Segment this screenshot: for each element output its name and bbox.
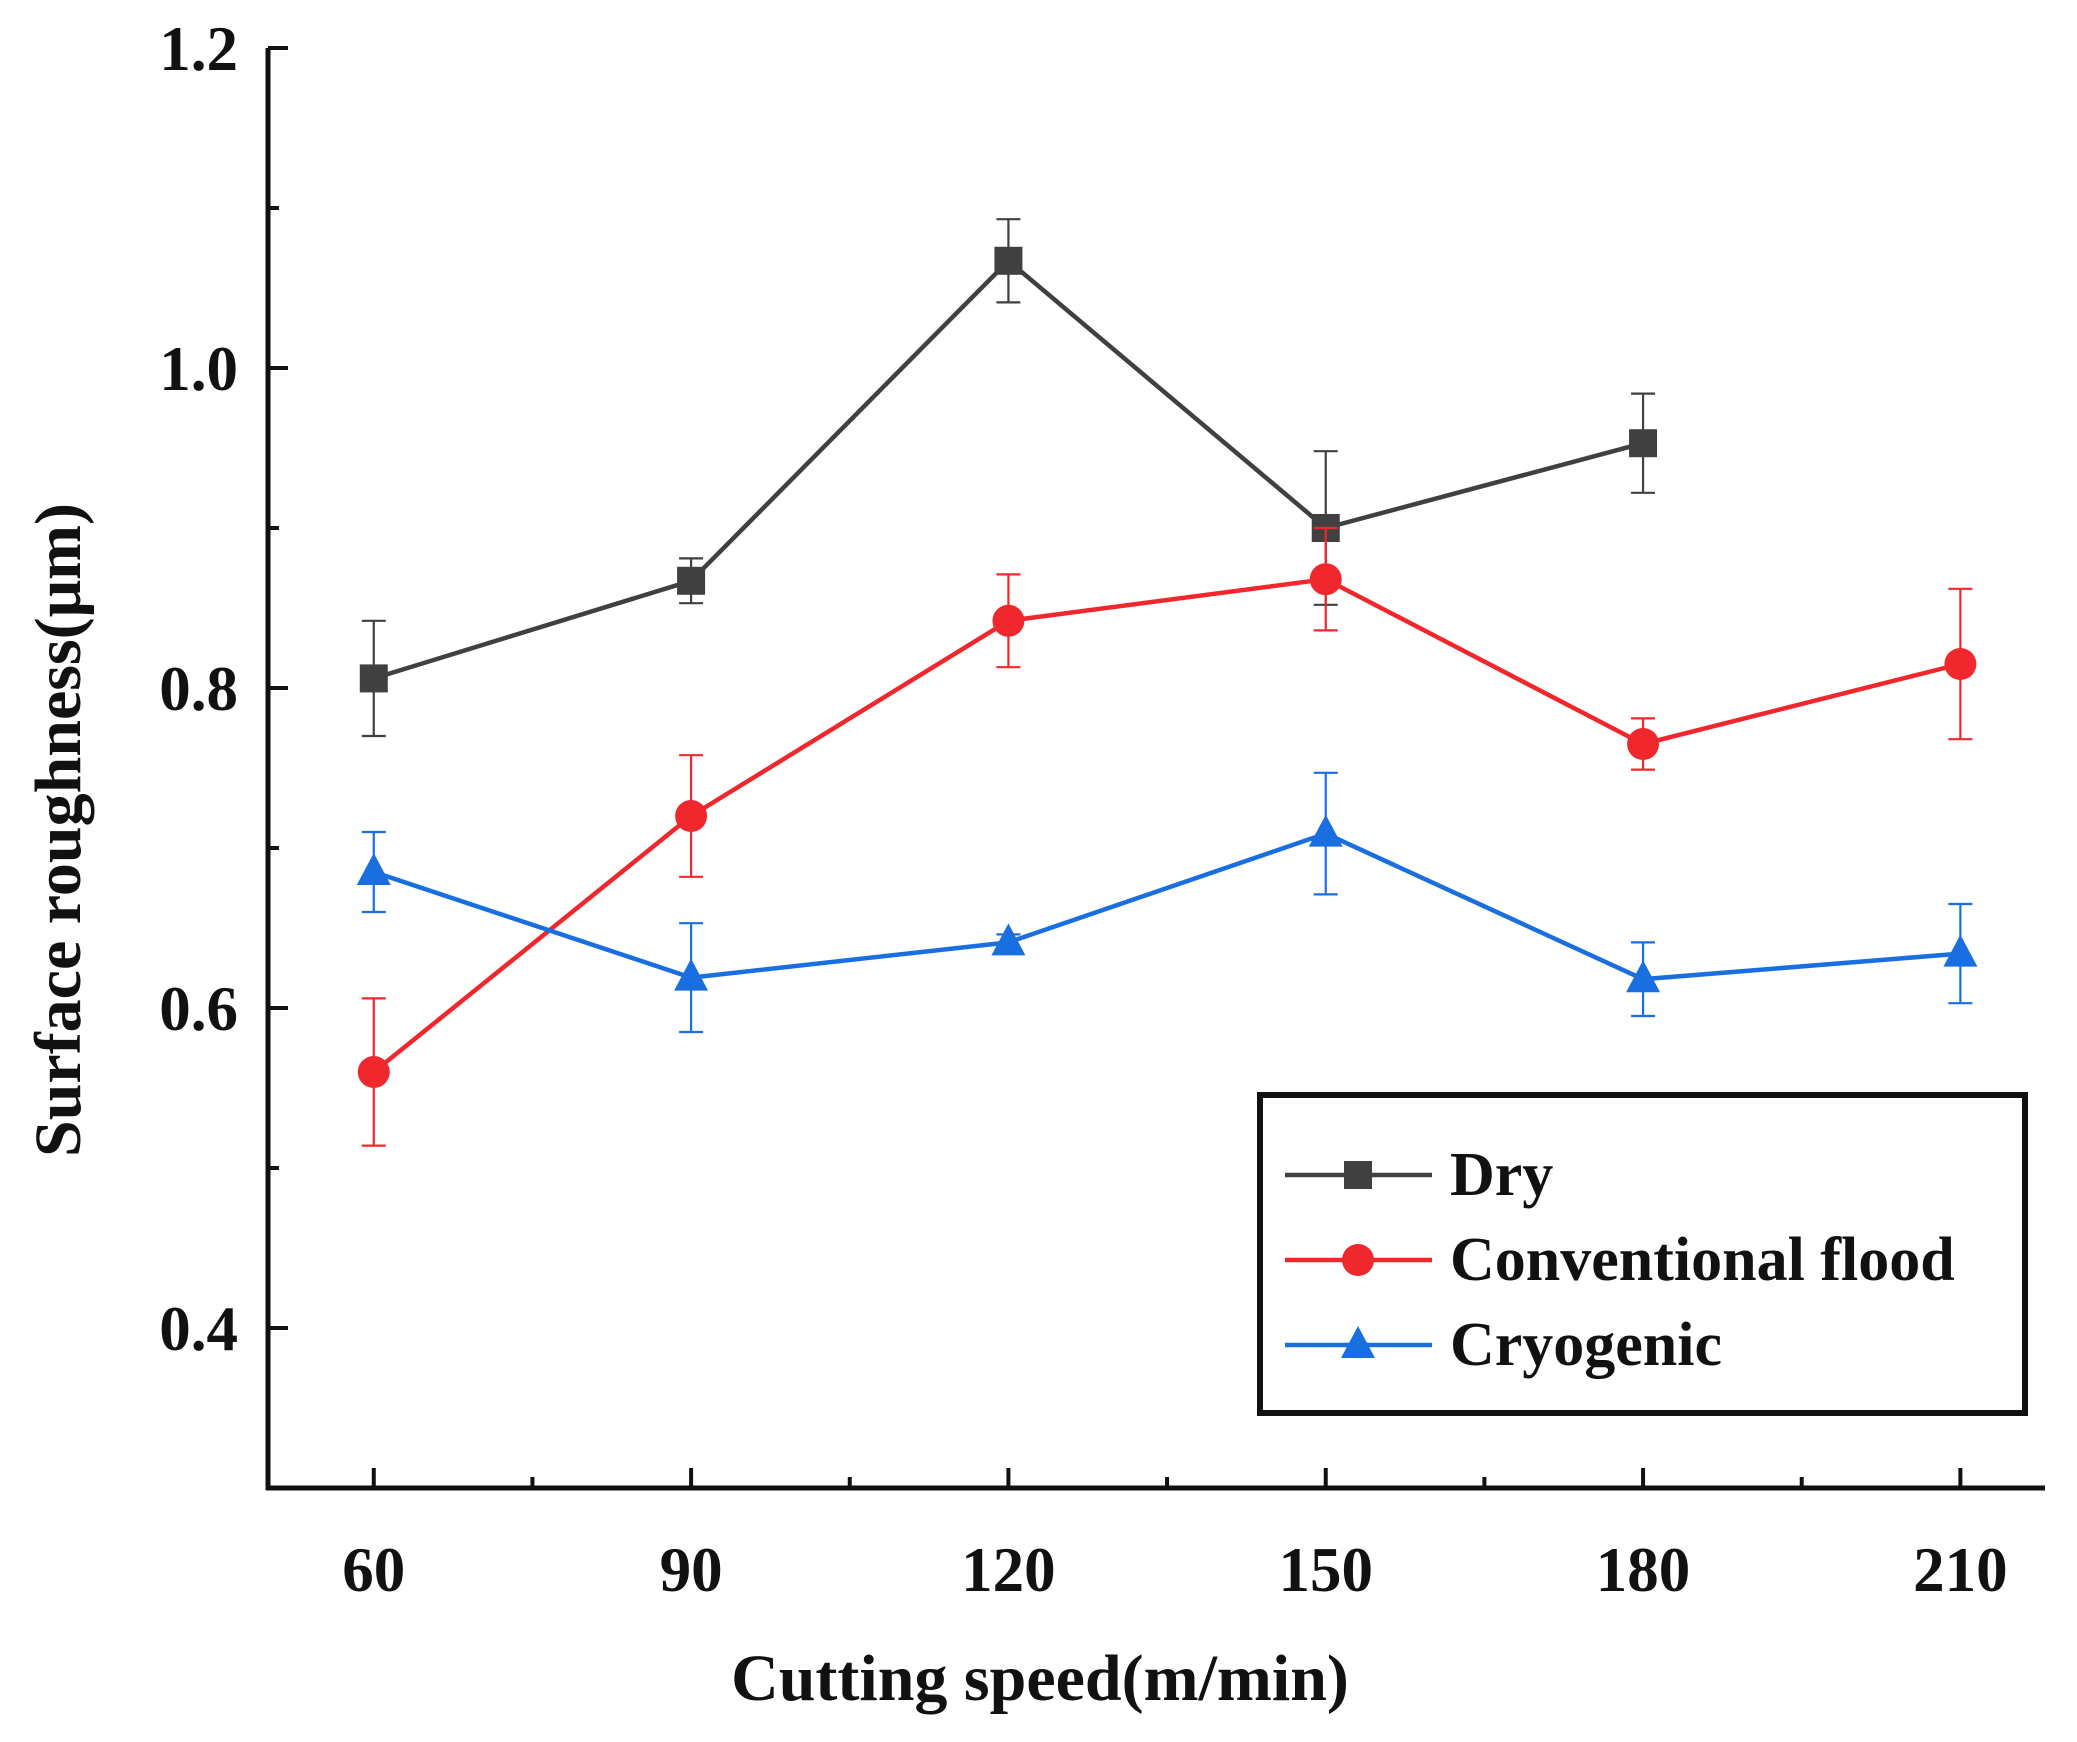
data-point-conventional-flood-180 [1627,728,1660,760]
legend-label-conventional-flood: Conventional flood [1450,1226,1955,1294]
plot-layer [356,218,1978,1147]
data-point-conventional-flood-60 [357,1056,390,1088]
data-point-dry-90 [677,566,706,595]
data-point-conventional-flood-210 [1944,648,1977,680]
data-point-dry-180 [1629,429,1658,458]
legend-marker-dry [1344,1161,1372,1189]
data-point-dry-120 [994,246,1023,275]
series-conventional-flood [357,526,1977,1147]
legend-item-conventional-flood: Conventional flood [1285,1226,1955,1294]
legend-marker-conventional-flood [1342,1244,1374,1276]
data-point-cryogenic-90 [674,958,709,991]
x-tick-label: 150 [1278,1535,1373,1605]
legend-marker-cryogenic [1341,1326,1375,1358]
data-point-cryogenic-120 [991,923,1026,956]
data-point-cryogenic-210 [1943,934,1978,967]
y-tick-label: 0.8 [159,654,238,724]
legend: Dry Conventional flood Cryogenic [1257,1092,2028,1416]
x-tick-label: 180 [1596,1535,1691,1605]
legend-label-dry: Dry [1450,1141,1553,1209]
y-axis-title: Surface roughness(μm) [22,503,95,1157]
data-point-cryogenic-60 [356,853,391,885]
data-point-cryogenic-180 [1626,960,1661,993]
legend-box [1257,1092,2028,1416]
data-point-conventional-flood-90 [675,800,708,832]
series-dry [359,218,1658,738]
x-tick-label: 210 [1913,1535,2008,1605]
x-tick-label: 90 [660,1535,723,1605]
series-line-cryogenic [373,831,1961,982]
x-tick-label: 120 [961,1535,1056,1605]
x-axis-title: Cutting speed(m/min) [731,1642,1349,1715]
y-tick-label: 0.4 [159,1294,238,1364]
legend-item-dry: Dry [1285,1141,1553,1209]
series-line-conventional-flood [372,576,1961,1074]
data-point-cryogenic-150 [1308,814,1343,847]
y-tick-label: 0.6 [159,974,238,1044]
data-point-conventional-flood-150 [1309,563,1342,596]
series-cryogenic [356,771,1978,1034]
x-tick-label: 60 [342,1535,405,1605]
y-tick-label: 1.0 [159,334,238,404]
data-point-dry-60 [359,664,388,693]
data-point-conventional-flood-120 [992,604,1025,637]
y-tick-label: 1.2 [159,14,238,84]
axes-layer: 0.4 0.6 0.8 1.0 1.2 60 90 120 150 180 210 [159,14,2045,1605]
legend-label-cryogenic: Cryogenic [1450,1311,1722,1379]
legend-item-cryogenic: Cryogenic [1285,1311,1722,1379]
